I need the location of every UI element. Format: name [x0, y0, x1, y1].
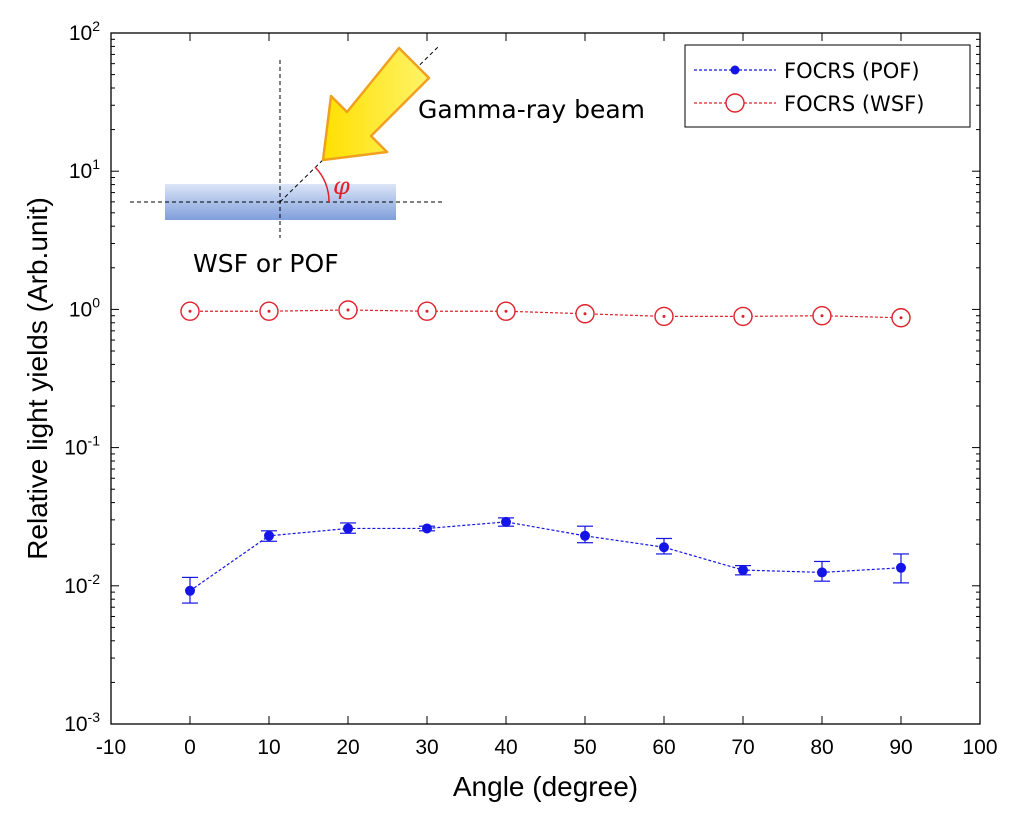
legend-item-pof: FOCRS (POF): [694, 59, 920, 83]
data-point-pof-1: [264, 530, 274, 541]
data-point-pof-3: [422, 523, 432, 534]
x-tick-label-3: 20: [336, 736, 359, 759]
x-tick-label-8: 70: [731, 736, 754, 759]
data-point-pof-0: [185, 585, 195, 596]
x-tick-label-2: 10: [257, 736, 280, 759]
data-point-pof-2: [343, 523, 353, 534]
data-point-center-wsf-9: [899, 316, 903, 320]
x-tick-label-4: 30: [415, 736, 438, 759]
x-tick-label-7: 60: [652, 736, 675, 759]
series-line-wsf: [190, 309, 902, 319]
y-tick-labels: 10-3 10-2 10-1 100 101 102: [64, 18, 100, 736]
data-point-center-wsf-2: [346, 308, 350, 312]
data-point-center-wsf-6: [662, 314, 666, 318]
data-point-pof-8: [817, 567, 827, 578]
data-point-center-wsf-1: [267, 309, 271, 313]
data-point-pof-5: [580, 530, 590, 541]
legend-marker-wsf: [725, 93, 745, 113]
data-point-pof-6: [659, 542, 669, 553]
x-tick-label-11: 100: [962, 736, 997, 759]
legend-box: [684, 44, 971, 128]
y-tick-label-3: 100: [69, 294, 100, 321]
y-axis-title: Relative light yields (Arb.unit): [22, 197, 53, 560]
data-point-pof-4: [501, 516, 511, 527]
plot-area: [110, 32, 981, 725]
beam-label: Gamma-ray beam: [418, 95, 645, 124]
x-tick-label-0: -10: [96, 736, 126, 759]
legend-item-wsf: FOCRS (WSF): [694, 92, 924, 116]
data-point-center-wsf-0: [188, 309, 192, 313]
series-focrs-wsf: [180, 300, 911, 328]
data-point-center-wsf-5: [583, 312, 587, 316]
y-tick-label-0: 10-3: [64, 709, 100, 736]
axis-ticks: [110, 32, 981, 725]
x-axis-title: Angle (degree): [453, 771, 638, 802]
data-point-center-wsf-7: [741, 314, 745, 318]
y-tick-label-2: 10-1: [64, 433, 100, 460]
data-point-center-wsf-8: [820, 314, 824, 318]
legend: FOCRS (POF) FOCRS (WSF): [684, 44, 971, 128]
legend-marker-pof: [730, 65, 740, 75]
x-tick-labels: -10 0 10 20 30 40 50 60 70 80 90 100: [96, 736, 998, 759]
legend-label-pof: FOCRS (POF): [784, 59, 920, 83]
gamma-ray-arrow-icon: [321, 46, 431, 162]
data-point-pof-7: [738, 565, 748, 576]
x-tick-label-1: 0: [184, 736, 196, 759]
angle-arc: [314, 166, 330, 203]
x-tick-label-5: 40: [494, 736, 517, 759]
x-tick-label-10: 90: [889, 736, 912, 759]
x-tick-label-6: 50: [573, 736, 596, 759]
legend-label-wsf: FOCRS (WSF): [784, 92, 924, 116]
geometry-inset: φ Gamma-ray beam WSF or POF: [130, 46, 645, 278]
data-point-center-wsf-4: [504, 309, 508, 313]
y-tick-label-1: 10-2: [64, 571, 100, 598]
series-focrs-pof: [182, 516, 909, 604]
series-line-pof: [189, 521, 902, 592]
data-point-center-wsf-3: [425, 309, 429, 313]
y-tick-label-5: 102: [69, 18, 100, 45]
angle-symbol: φ: [333, 172, 350, 200]
y-tick-label-4: 101: [69, 156, 100, 183]
data-point-pof-9: [896, 562, 906, 573]
fiber-label: WSF or POF: [193, 249, 339, 278]
x-tick-label-9: 80: [810, 736, 833, 759]
